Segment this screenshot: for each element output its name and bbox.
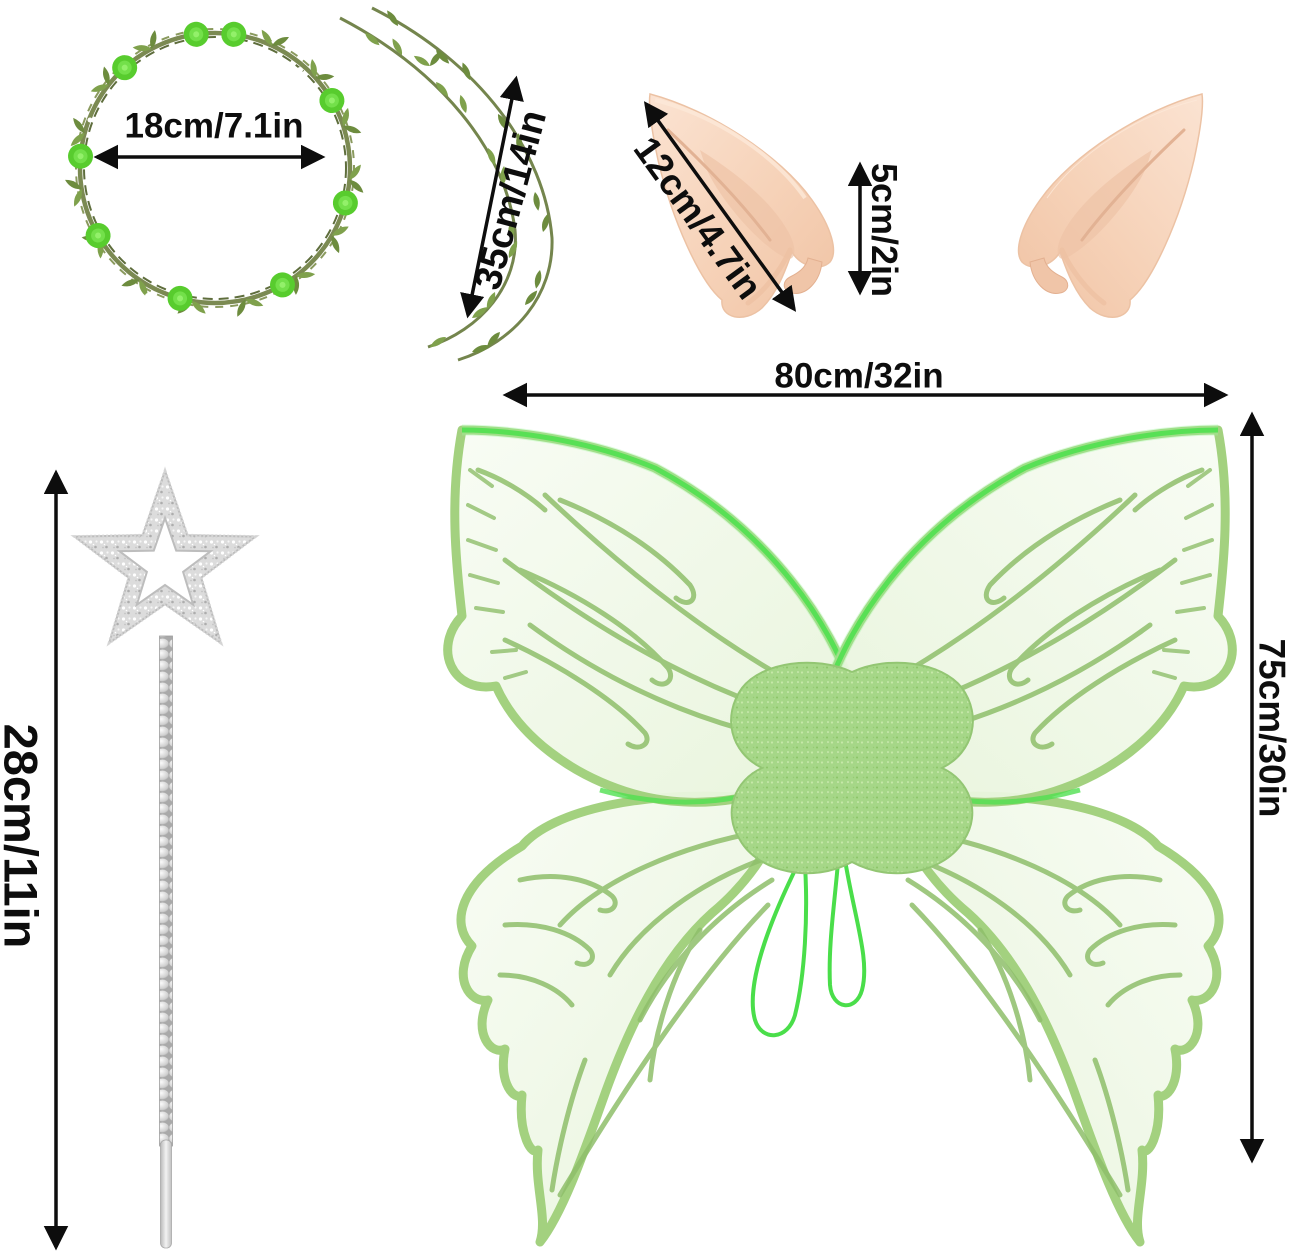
wings-height-label: 75cm/30in: [1251, 638, 1289, 818]
star-wand: [70, 466, 260, 1249]
crown-flowers: [66, 20, 361, 314]
fairy-wings: [448, 430, 1233, 1242]
elf-ear-right: [1017, 93, 1204, 318]
wings-width-label: 80cm/32in: [774, 356, 944, 396]
dimension-arrows: [43, 75, 1265, 1251]
arrow-crown-length: [460, 75, 524, 319]
shoulder-straps: [750, 859, 867, 1038]
wand-handle-tip: [160, 1139, 172, 1249]
flower-crown: [63, 20, 444, 320]
wand-length-label: 28cm/11in: [0, 723, 48, 949]
wand-star: [71, 467, 259, 646]
wing-center-body: [730, 661, 974, 875]
crown-diameter-label: 18cm/7.1in: [124, 106, 304, 146]
wand-shaft: [159, 635, 173, 1147]
arrow-ear-length: [643, 101, 797, 312]
ear-width-label: 5cm/2in: [864, 162, 905, 298]
